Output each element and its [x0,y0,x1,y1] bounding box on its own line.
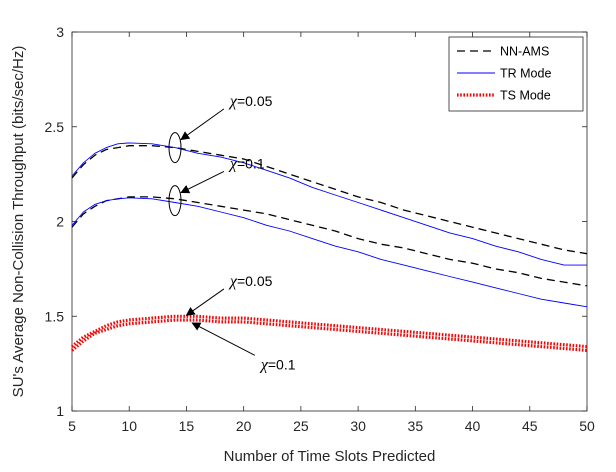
x-tick-label: 10 [121,418,137,434]
y-tick-label: 3 [56,24,64,40]
x-tick-label: 45 [522,418,538,434]
series-line-tr-mode-1 [71,142,587,266]
legend-box [448,36,584,112]
annotation-label: χ=0.1 [259,356,296,373]
legend-label: NN-AMS [500,45,549,59]
x-tick-label: 15 [179,418,195,434]
annotation-label: χ=0.1 [228,155,265,172]
legend-label: TR Mode [500,67,551,81]
x-tick-label: 30 [350,418,366,434]
annotation-layer: χ=0.05 χ=0.1 χ=0.05 χ=0.1 [168,93,296,373]
x-tick-label: 50 [579,418,595,434]
series-line-tr-mode-3 [71,197,588,308]
annotation-arrow [185,288,225,316]
annotation-arrow [180,170,225,194]
x-tick-label: 25 [293,418,309,434]
y-tick-label: 1.5 [45,308,65,324]
x-tick-label: 40 [465,418,481,434]
series-layer [70,142,588,352]
series-line-ts-mode-4 [70,314,588,349]
series-line-ts-mode-5 [70,318,588,352]
x-tick-label: 5 [68,418,76,434]
annotation-label: χ=0.05 [228,273,273,290]
annotation-arrow [191,322,256,356]
legend: NN-AMS TR Mode TS Mode [448,36,584,112]
x-tick-label: 20 [236,418,252,434]
y-tick-label: 2.5 [45,119,65,135]
y-axis: 1 1.5 2 2.5 3 [45,24,587,419]
x-axis: 5 10 15 20 25 30 35 40 45 50 [68,32,595,434]
annotation-label: χ=0.05 [228,93,273,110]
x-axis-label: Number of Time Slots Predicted [224,448,436,465]
y-tick-label: 1 [56,403,64,419]
legend-label: TS Mode [500,89,551,103]
x-tick-label: 35 [408,418,424,434]
annotation-ellipse [168,132,182,164]
y-axis-label: SU's Average Non-Collision Throughput (b… [10,46,27,398]
annotation-ellipse [168,185,182,217]
y-tick-label: 2 [56,214,64,230]
annotation-arrow [180,108,225,141]
